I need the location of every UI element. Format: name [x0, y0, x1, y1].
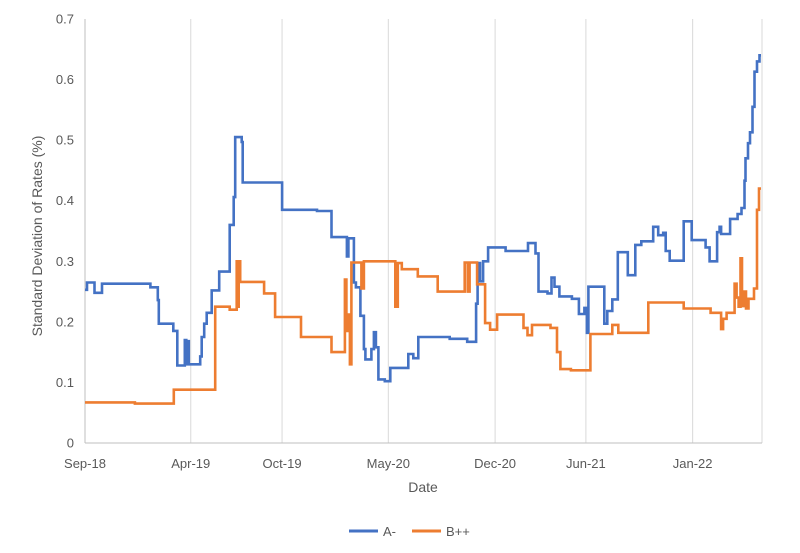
series-line-a-minus — [85, 54, 761, 383]
x-tick-label: May-20 — [367, 456, 410, 471]
legend-label-a-minus: A- — [383, 524, 396, 539]
y-tick-label: 0.7 — [56, 12, 74, 27]
legend-label-b-plus-plus: B++ — [446, 524, 470, 539]
y-tick-label: 0.4 — [56, 193, 74, 208]
x-tick-label: Dec-20 — [474, 456, 516, 471]
y-tick-label: 0.1 — [56, 375, 74, 390]
x-tick-label: Oct-19 — [263, 456, 302, 471]
x-tick-label: Jan-22 — [673, 456, 713, 471]
y-tick-label: 0.3 — [56, 254, 74, 269]
y-tick-label: 0 — [67, 436, 74, 451]
y-tick-labels: 0 0.1 0.2 0.3 0.4 0.5 0.6 0.7 — [56, 12, 74, 451]
x-tick-labels: Sep-18 Apr-19 Oct-19 May-20 Dec-20 Jun-21 Jan-… — [64, 456, 712, 471]
series-line-b-plus-plus — [85, 187, 761, 405]
series-lines — [85, 54, 761, 405]
y-tick-label: 0.5 — [56, 133, 74, 148]
y-tick-label: 0.2 — [56, 314, 74, 329]
y-tick-label: 0.6 — [56, 72, 74, 87]
x-axis-title: Date — [408, 479, 438, 495]
legend: A- B++ — [349, 524, 470, 539]
x-tick-label: Apr-19 — [171, 456, 210, 471]
x-tick-label: Sep-18 — [64, 456, 106, 471]
axes — [84, 19, 762, 444]
x-tick-label: Jun-21 — [566, 456, 606, 471]
y-axis-title: Standard Deviation of Rates (%) — [29, 136, 45, 337]
